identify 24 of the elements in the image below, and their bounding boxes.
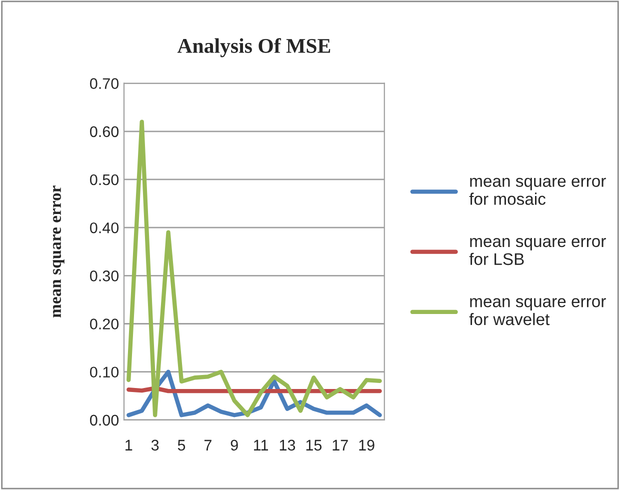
legend-label: mean square error for LSB [469, 238, 606, 266]
legend-label: mean square error for mosaic [469, 178, 606, 205]
y-tick-label: 0.60 [90, 126, 119, 138]
x-tick-label: 1 [126, 440, 132, 450]
x-tick-label: 19 [359, 440, 374, 451]
y-tick-label: 0.10 [90, 366, 119, 378]
y-tick-label: 0.20 [90, 318, 119, 330]
x-tick-label: 7 [204, 440, 212, 450]
x-tick-label: 15 [306, 440, 322, 451]
y-tick-label: 0.50 [90, 174, 119, 186]
x-tick-label: 5 [178, 440, 186, 451]
x-tick-label: 13 [280, 440, 296, 451]
x-tick-label: 3 [151, 440, 159, 451]
line-series [126, 120, 382, 418]
x-tick-label: 9 [230, 440, 238, 451]
x-tick-label: 17 [332, 440, 348, 450]
y-tick-label: 0.00 [90, 414, 119, 426]
y-tick-label: 0.40 [90, 222, 119, 234]
chart-title: Analysis Of MSE [177, 38, 330, 58]
y-tick-label: 0.70 [90, 78, 119, 89]
x-tick-label: 11 [254, 440, 268, 450]
legend-label: mean square error for wavelet [469, 298, 606, 326]
y-axis-title: mean square error [52, 186, 64, 318]
y-tick-label: 0.30 [90, 270, 119, 282]
